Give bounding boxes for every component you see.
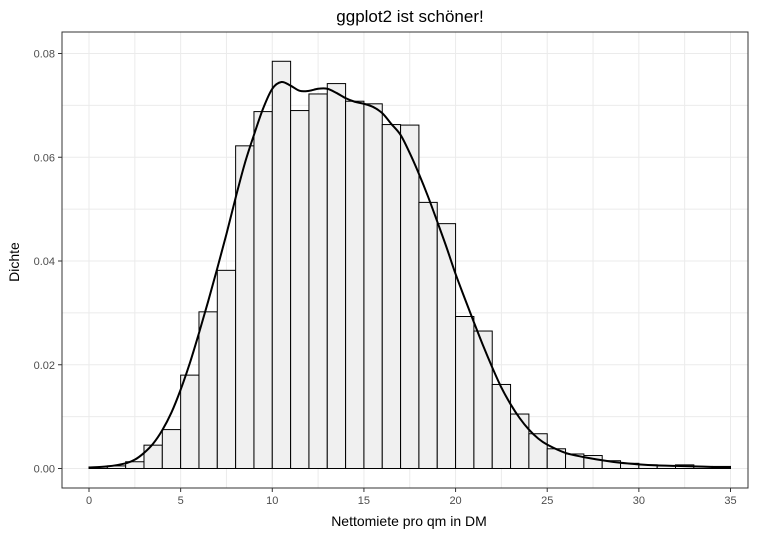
histogram-bar: [308, 93, 328, 470]
x-tick-label: 10: [266, 495, 278, 507]
histogram-bar: [326, 83, 347, 470]
y-tick-label: 0.04: [34, 256, 55, 268]
density-curve: [88, 80, 731, 469]
histogram-bar: [381, 124, 402, 469]
x-tick-label: 20: [449, 495, 461, 507]
histogram-bar: [161, 429, 182, 469]
y-tick-label: 0.08: [34, 49, 55, 61]
x-tick-label: 35: [724, 495, 736, 507]
histogram-bar: [491, 383, 512, 469]
histogram-bar: [436, 223, 457, 469]
y-tick-label: 0.06: [34, 152, 55, 164]
x-axis-ticks: 0 5 10 15 20 25 30 35: [86, 488, 737, 507]
x-tick-label: 15: [358, 495, 370, 507]
histogram-bar: [345, 100, 365, 469]
x-tick-label: 25: [541, 495, 553, 507]
x-axis-label: Nettomiete pro qm in DM: [331, 513, 487, 529]
histogram-bar: [271, 60, 292, 469]
y-tick-label: 0.00: [34, 464, 55, 476]
histogram-bar: [235, 145, 255, 469]
histogram-bar: [143, 444, 163, 469]
y-tick-label: 0.02: [34, 360, 55, 372]
histogram-bar: [400, 124, 420, 470]
histogram-bar: [418, 201, 438, 469]
panel-border: [61, 31, 749, 489]
histogram-bars: [88, 60, 732, 470]
histogram-bar: [290, 110, 310, 469]
y-axis-label: Dichte: [6, 242, 22, 282]
histogram-bar: [510, 413, 530, 469]
y-axis-ticks: 0.00 0.02 0.04 0.06 0.08: [34, 49, 62, 476]
histogram-bar: [253, 111, 273, 469]
histogram-bar: [216, 269, 237, 469]
histogram-bar: [198, 311, 218, 469]
x-tick-label: 0: [86, 495, 92, 507]
histogram-bar: [363, 103, 383, 469]
histogram-bar: [180, 374, 200, 469]
histogram-bar: [473, 330, 493, 469]
chart-title: ggplot2 ist schöner!: [336, 7, 483, 26]
histogram-bar: [455, 316, 475, 469]
x-tick-label: 30: [633, 495, 645, 507]
x-tick-label: 5: [178, 495, 184, 507]
